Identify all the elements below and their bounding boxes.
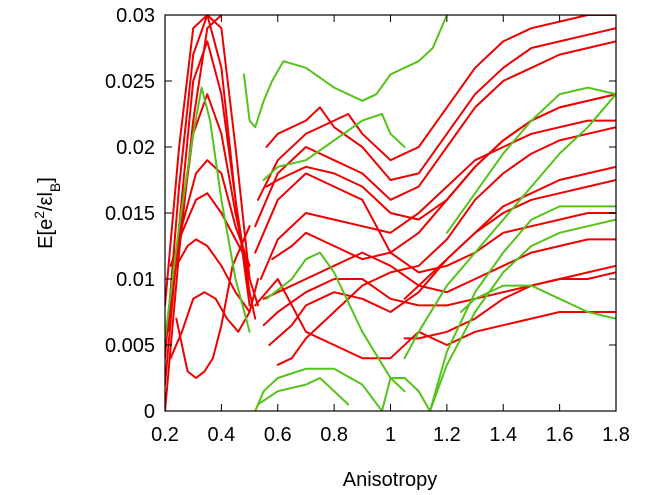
y-label-main: E[e bbox=[35, 219, 57, 249]
y-label-sup: 2 bbox=[31, 211, 47, 219]
y-tick-label: 0.03 bbox=[116, 5, 155, 27]
series-red-18 bbox=[265, 93, 616, 221]
series-green-35 bbox=[460, 284, 616, 320]
y-tick-label: 0.015 bbox=[105, 203, 155, 225]
y-tick-label: 0.01 bbox=[116, 269, 155, 291]
x-tick-label: 0.4 bbox=[207, 424, 235, 446]
series-red-11 bbox=[254, 172, 616, 274]
series-red-20 bbox=[271, 93, 616, 261]
series-green-31 bbox=[429, 218, 616, 411]
series-red-1 bbox=[165, 15, 251, 360]
series-red-19 bbox=[268, 179, 616, 346]
series-red-5 bbox=[169, 159, 251, 294]
series-red-23 bbox=[403, 165, 616, 300]
series-red-3 bbox=[165, 40, 257, 386]
ticks-layer: 0.2 0.4 0.6 0.8 1 1.2 1.4 1.6 1.8 0 0.005 0.01 0.015… bbox=[105, 5, 630, 446]
series-green-24 bbox=[165, 86, 251, 340]
series-green-29 bbox=[381, 377, 431, 411]
y-tick-label: 0.02 bbox=[116, 137, 155, 159]
series-red-8 bbox=[175, 225, 251, 379]
x-axis-label: Anisotropy bbox=[343, 469, 438, 491]
series-red-7 bbox=[169, 278, 259, 360]
x-tick-label: 1.6 bbox=[546, 424, 574, 446]
y-label-sub: B bbox=[47, 183, 63, 192]
series-layer bbox=[165, 15, 616, 411]
series-green-32 bbox=[265, 251, 406, 393]
series-red-4 bbox=[166, 93, 259, 333]
y-label-end: ] bbox=[35, 177, 57, 183]
series-red-9 bbox=[175, 238, 251, 313]
series-green-30 bbox=[429, 205, 616, 411]
x-tick-label: 0.8 bbox=[320, 424, 348, 446]
series-green-27 bbox=[254, 367, 383, 411]
series-green-26 bbox=[262, 113, 406, 181]
x-tick-label: 1 bbox=[385, 424, 396, 446]
series-red-0 bbox=[165, 15, 223, 411]
y-tick-label: 0.025 bbox=[105, 71, 155, 93]
x-tick-label: 1.8 bbox=[602, 424, 630, 446]
series-green-25 bbox=[242, 15, 448, 129]
y-axis-label: E[e2/εlB] bbox=[31, 177, 63, 249]
x-tick-label: 1.2 bbox=[433, 424, 461, 446]
series-red-12 bbox=[254, 40, 616, 228]
series-red-13 bbox=[257, 15, 616, 201]
series-red-6 bbox=[169, 192, 251, 267]
series-red-15 bbox=[262, 238, 616, 300]
series-red-22 bbox=[403, 264, 616, 340]
series-red-17 bbox=[265, 27, 616, 181]
series-red-14 bbox=[259, 119, 616, 280]
series-green-33 bbox=[403, 93, 616, 360]
series-green-28 bbox=[257, 377, 350, 406]
y-tick-label: 0 bbox=[144, 401, 155, 423]
x-tick-label: 0.6 bbox=[264, 424, 292, 446]
series-red-21 bbox=[276, 126, 616, 366]
series-green-34 bbox=[445, 86, 616, 234]
x-tick-label: 0.2 bbox=[151, 424, 179, 446]
y-label-mid: /εl bbox=[35, 192, 57, 211]
y-tick-label: 0.005 bbox=[105, 335, 155, 357]
x-tick-label: 1.4 bbox=[489, 424, 517, 446]
